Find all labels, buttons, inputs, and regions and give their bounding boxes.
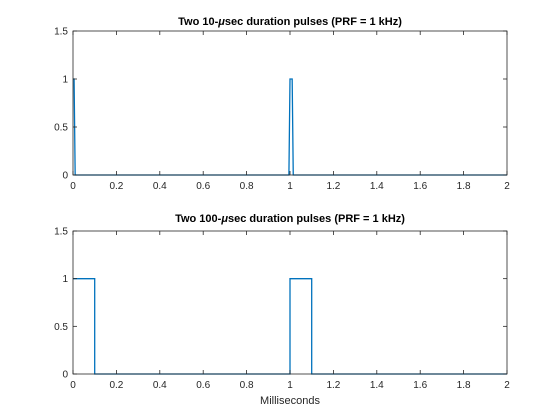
x-tick-label-bottom: 1 — [287, 380, 293, 391]
subplot-bottom: Two 100-μsec duration pulses (PRF = 1 kH… — [54, 213, 510, 407]
x-tick-label-top: 0.4 — [153, 181, 167, 192]
x-tick-label-top: 0.8 — [240, 181, 254, 192]
y-tick-label-top: 0.5 — [54, 123, 68, 134]
x-tick-label-top: 0.2 — [109, 181, 123, 192]
y-tick-label-top: 1 — [62, 75, 68, 86]
x-tick-label-top: 1.6 — [413, 181, 427, 192]
x-tick-label-bottom: 0.6 — [196, 380, 210, 391]
y-tick-label-bottom: 1.5 — [54, 227, 68, 238]
subplot-top-title: Two 10-μsec duration pulses (PRF = 1 kHz… — [178, 16, 402, 28]
y-tick-label-bottom: 0 — [62, 370, 68, 381]
x-tick-label-bottom: 0.4 — [153, 380, 167, 391]
x-tick-label-top: 1.2 — [326, 181, 340, 192]
y-tick-label-top: 0 — [62, 171, 68, 182]
x-tick-label-bottom: 1.2 — [326, 380, 340, 391]
x-tick-label-bottom: 1.4 — [370, 380, 384, 391]
y-tick-label-top: 1.5 — [54, 27, 68, 38]
x-tick-label-bottom: 2 — [504, 380, 510, 391]
x-tick-label-bottom: 0.8 — [240, 380, 254, 391]
x-tick-label-bottom: 0 — [70, 380, 76, 391]
x-tick-label-bottom: 1.8 — [457, 380, 471, 391]
x-tick-label-top: 1 — [287, 181, 293, 192]
x-tick-label-bottom: 0.2 — [109, 380, 123, 391]
x-tick-label-top: 2 — [504, 181, 510, 192]
subplot-top: Two 10-μsec duration pulses (PRF = 1 kHz… — [54, 16, 510, 192]
x-axis-label: Milliseconds — [260, 395, 320, 407]
y-tick-label-bottom: 0.5 — [54, 322, 68, 333]
x-tick-label-bottom: 1.6 — [413, 380, 427, 391]
x-tick-label-top: 1.8 — [457, 181, 471, 192]
mu-symbol: μ — [217, 16, 225, 28]
y-tick-label-bottom: 1 — [62, 274, 68, 285]
x-tick-label-top: 1.4 — [370, 181, 384, 192]
mu-symbol: μ — [220, 213, 228, 225]
x-tick-label-top: 0.6 — [196, 181, 210, 192]
subplot-bottom-title: Two 100-μsec duration pulses (PRF = 1 kH… — [175, 213, 405, 225]
x-tick-label-top: 0 — [70, 181, 76, 192]
series-line-bottom-0 — [73, 278, 507, 375]
